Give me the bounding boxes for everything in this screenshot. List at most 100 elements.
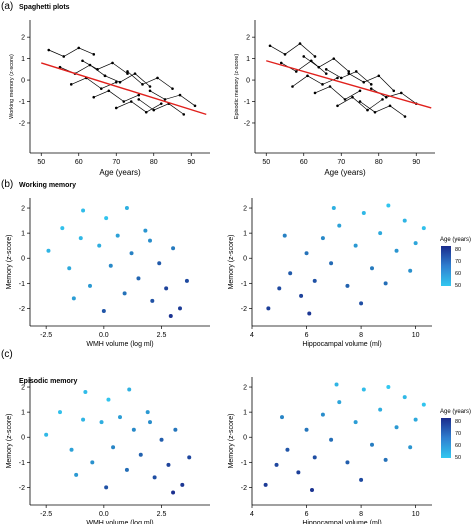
spaghetti-point (324, 68, 328, 71)
y-tick-label: -2 (241, 306, 247, 313)
spaghetti-point (182, 113, 186, 116)
y-tick-label: 2 (21, 206, 25, 213)
y-tick-label: 1 (21, 231, 25, 238)
spaghetti-point (336, 104, 339, 108)
scatter-point (421, 226, 426, 231)
spaghetti-point (354, 70, 358, 73)
scatter-point (329, 437, 334, 442)
scatter-point (138, 452, 143, 457)
x-tick-label: 0.0 (99, 332, 109, 339)
scatter-point (378, 407, 383, 412)
spaghetti-point (358, 89, 362, 93)
y-tick-label: 2 (243, 206, 247, 213)
spaghetti-point (347, 70, 351, 73)
scatter-point (337, 400, 342, 405)
spaghetti-point (178, 93, 182, 97)
spaghetti-point (369, 83, 373, 86)
spaghetti-line (48, 47, 94, 57)
scatter-point (111, 445, 116, 450)
y-tick-label: 2 (243, 385, 247, 392)
scatter-point (359, 477, 364, 482)
spaghetti-point (92, 95, 96, 99)
scatter-point (108, 263, 113, 268)
x-tick-label: 80 (150, 159, 158, 166)
y-axis-label: Working memory (z-score) (9, 54, 15, 119)
y-tick-label: -1 (241, 281, 247, 288)
scatter-point (413, 241, 418, 246)
scatter-point (304, 427, 309, 432)
x-tick-label: 6 (305, 332, 309, 339)
scatter-point (127, 387, 132, 392)
age-legend-label: 70 (455, 431, 461, 437)
y-tick-label: 0 (246, 78, 250, 85)
scatter-point (378, 231, 383, 236)
age-legend-label: 70 (455, 259, 461, 265)
scatter-point (266, 306, 271, 311)
spaghetti-point (107, 89, 111, 93)
x-tick-label: 60 (300, 159, 308, 166)
scatter-point (402, 395, 407, 400)
scatter-point (263, 482, 268, 487)
section-title-episodic: Episodic memory (19, 378, 77, 385)
spaghetti-point (152, 108, 156, 112)
spaghetti-point (148, 85, 152, 88)
spaghetti-line (337, 96, 383, 111)
x-tick-label: 50 (37, 159, 45, 166)
scatter-point (402, 218, 407, 223)
scatter-point (159, 437, 164, 442)
x-tick-label: 8 (359, 511, 363, 518)
spaghetti-line (303, 56, 350, 72)
x-tick-label: 90 (187, 159, 195, 166)
scatter-point (304, 251, 309, 256)
spaghetti-line (104, 73, 151, 87)
spaghetti-point (148, 89, 152, 93)
spaghetti-point (171, 87, 174, 90)
x-axis-label: Age (years) (99, 168, 141, 177)
spaghetti-point (291, 85, 294, 88)
scatter-point (280, 415, 284, 420)
spaghetti-point (351, 95, 354, 99)
spaghetti-point (384, 95, 388, 99)
scatter-point (187, 455, 192, 460)
x-tick-label: 2.5 (157, 511, 167, 518)
spaghetti-point (373, 110, 377, 114)
scatter-point (345, 460, 350, 465)
spaghetti-point (193, 104, 197, 108)
x-tick-label: 10 (412, 511, 420, 518)
scatter-point (81, 208, 86, 213)
y-tick-label: -2 (241, 485, 247, 492)
scatter-point (106, 397, 111, 402)
scatter-point (58, 410, 62, 415)
spaghetti-point (336, 76, 339, 80)
age-legend-label: 50 (455, 455, 461, 461)
section-title-working: Working memory (19, 182, 76, 189)
y-tick-label: -2 (19, 120, 25, 127)
x-tick-label: 4 (250, 332, 254, 339)
spaghetti-point (126, 72, 129, 75)
scatter-point (101, 308, 106, 313)
y-tick-label: 0 (243, 256, 247, 263)
scatter-point (274, 462, 279, 467)
scatter-point (329, 261, 334, 266)
x-tick-label: 4 (250, 511, 254, 518)
spaghetti-point (62, 55, 66, 58)
scatter-point (320, 236, 325, 241)
spaghetti-line (138, 99, 185, 115)
spaghetti-point (69, 83, 73, 86)
scatter-point (67, 266, 72, 271)
y-tick-label: -2 (19, 485, 25, 492)
spaghetti-point (324, 72, 328, 75)
age-legend-label: 80 (455, 247, 461, 253)
spaghetti-line (269, 43, 316, 57)
spaghetti-point (137, 98, 141, 101)
scatter-point (282, 233, 287, 238)
y-tick-label: -1 (19, 281, 25, 288)
spaghetti-point (399, 91, 403, 95)
age-legend-b: Age (years) 80 70 60 50 (440, 237, 471, 289)
scatter-point (383, 457, 388, 462)
scatter-point (359, 301, 364, 306)
spaghetti-line (93, 90, 139, 102)
age-legend-label: 80 (455, 419, 461, 425)
scatter-point (90, 460, 95, 465)
